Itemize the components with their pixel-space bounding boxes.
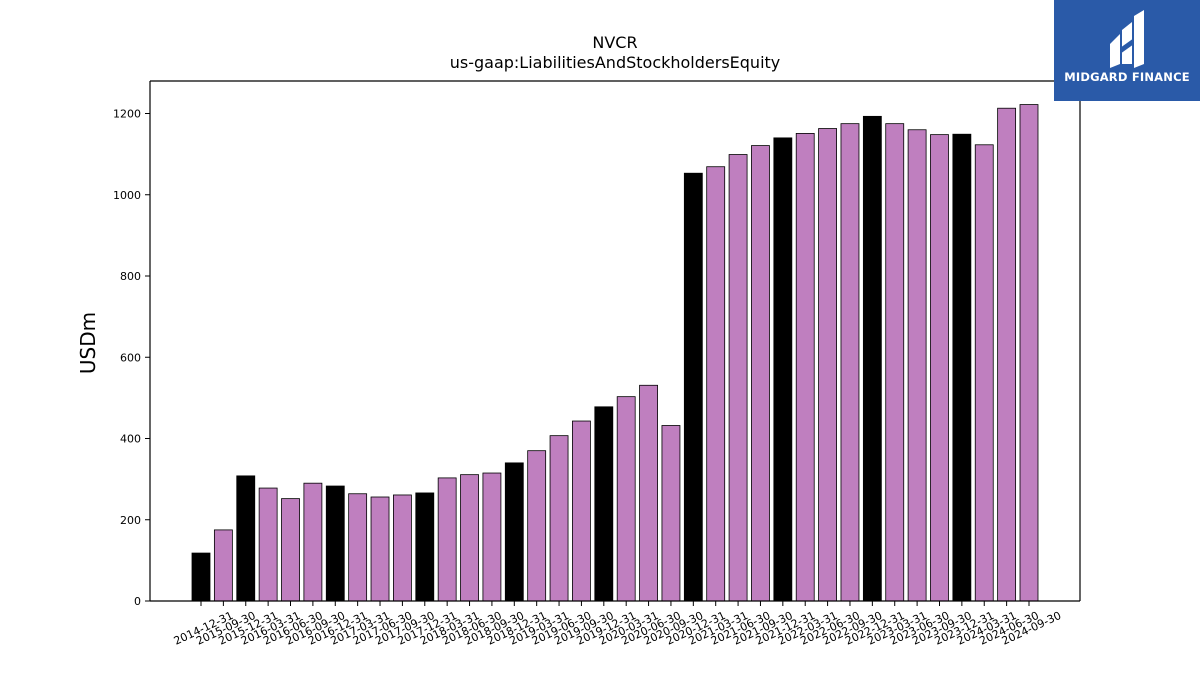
bar: [504, 462, 524, 602]
y-tick-label: 1000: [113, 189, 141, 202]
bar: [795, 133, 815, 602]
bar: [213, 529, 233, 602]
bar: [594, 406, 614, 602]
bar: [303, 482, 323, 602]
midgard-logo-icon: [1110, 10, 1144, 68]
bar: [751, 145, 770, 602]
bar: [482, 472, 502, 602]
bar: [930, 134, 949, 602]
bar: [236, 475, 256, 602]
y-tick-label: 600: [120, 351, 141, 364]
bar: [572, 420, 591, 602]
bar: [415, 492, 435, 602]
bar: [616, 396, 636, 602]
bar: [191, 552, 211, 602]
bar: [370, 496, 390, 602]
y-tick-label: 0: [134, 595, 141, 608]
bar: [818, 128, 837, 602]
chart-subtitle: us-gaap:LiabilitiesAndStockholdersEquity: [449, 53, 781, 72]
bar: [460, 474, 479, 602]
y-tick-label: 200: [120, 514, 141, 527]
bar: [840, 123, 860, 602]
bar: [281, 498, 300, 602]
y-tick-label: 400: [120, 433, 141, 446]
brand-logo: MIDGARD FINANCE: [1054, 0, 1200, 101]
bar: [885, 123, 905, 602]
bar: [862, 115, 882, 602]
bar: [997, 107, 1017, 602]
bar: [773, 137, 793, 602]
bar: [258, 487, 278, 602]
bar: [1019, 104, 1039, 602]
bar: [683, 172, 703, 602]
bar: [907, 129, 927, 602]
y-tick-label: 800: [120, 270, 141, 283]
bar: [661, 425, 681, 602]
bar: [527, 450, 547, 602]
bar: [437, 477, 457, 602]
bar: [549, 435, 569, 602]
bar: [348, 493, 368, 602]
brand-name: MIDGARD FINANCE: [1064, 70, 1190, 84]
bar: [706, 166, 726, 602]
bar: [639, 384, 658, 602]
bar: [393, 494, 412, 602]
bar: [974, 144, 994, 602]
bar: [728, 154, 748, 602]
bar: [952, 133, 972, 602]
chart-title: NVCR: [592, 33, 638, 52]
y-axis-label: USDm: [76, 312, 100, 374]
y-tick-label: 1200: [113, 108, 141, 121]
bar: [325, 485, 345, 602]
